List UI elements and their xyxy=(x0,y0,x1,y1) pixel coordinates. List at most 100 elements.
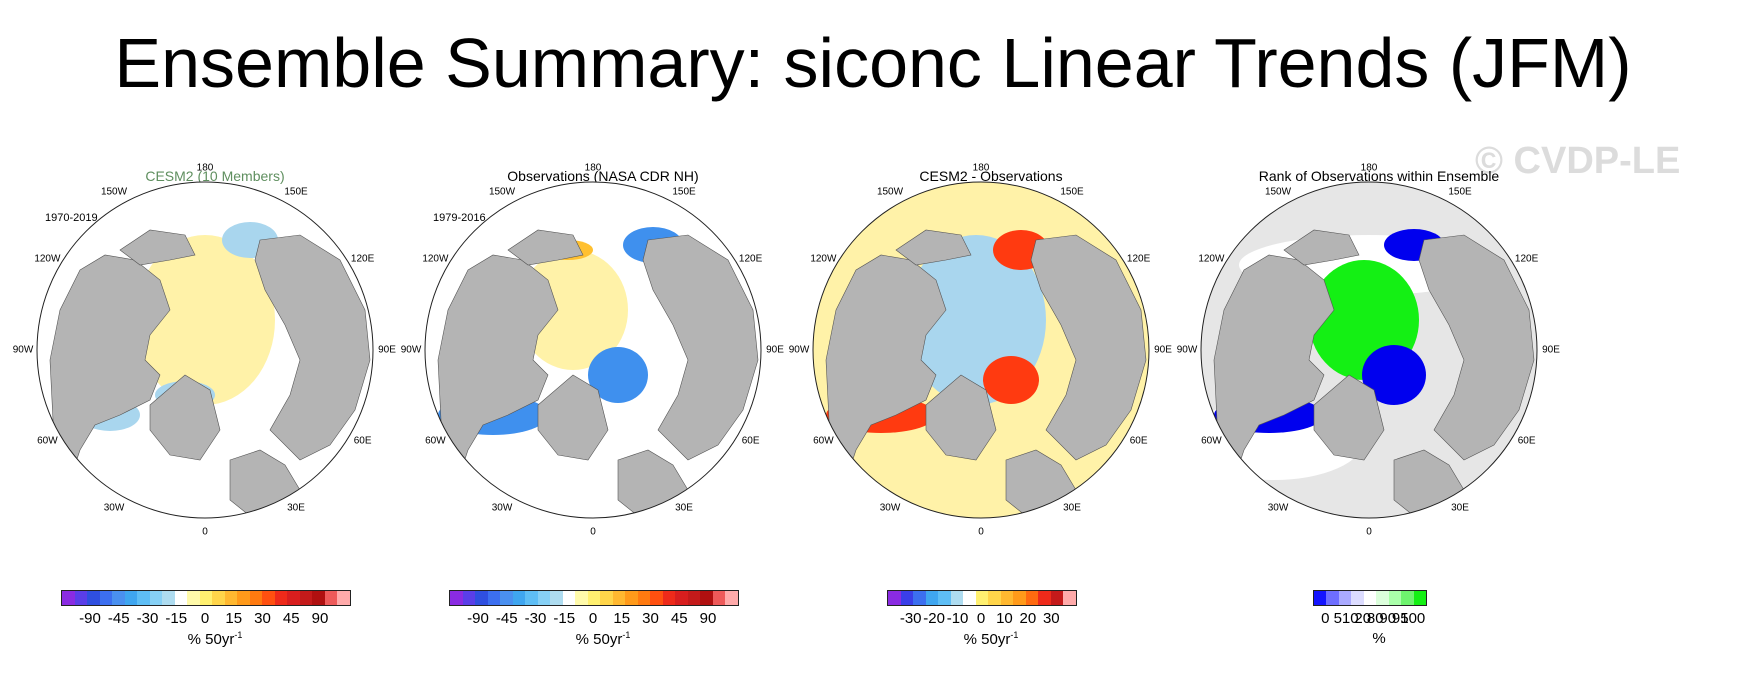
longitude-label: 120E xyxy=(1514,253,1539,265)
colorbar-label: 30 xyxy=(1042,610,1060,627)
colorbar-swatch xyxy=(950,591,964,605)
longitude-label: 30E xyxy=(1063,502,1081,514)
colorbar-swatch xyxy=(963,591,976,605)
longitude-label: 180 xyxy=(196,162,214,174)
colorbar-swatch xyxy=(1063,591,1076,605)
colorbar-swatch xyxy=(187,591,200,605)
colorbar-swatch xyxy=(1038,591,1051,605)
rank-low-area xyxy=(1362,345,1426,405)
colorbar-swatch xyxy=(587,591,601,605)
longitude-label: 150E xyxy=(672,186,696,198)
trend-negative-area xyxy=(588,347,648,403)
colorbar-label: -45 xyxy=(107,610,130,627)
colorbar-swatch xyxy=(550,591,563,605)
longitude-label: 60W xyxy=(1201,435,1222,447)
period-label: 1979-2016 xyxy=(433,212,486,224)
longitude-label: 60E xyxy=(741,435,760,447)
longitude-label: 120W xyxy=(810,253,837,265)
colorbar-swatch xyxy=(500,591,513,605)
colorbar-swatch xyxy=(199,591,213,605)
land-mass xyxy=(537,374,609,461)
map-border xyxy=(1200,181,1538,519)
longitude-label: 180 xyxy=(972,162,990,174)
colorbar-swatch xyxy=(74,591,88,605)
colorbar-label: 0 xyxy=(976,610,986,627)
longitude-label: 180 xyxy=(1360,162,1378,174)
polar-map xyxy=(1200,181,1538,519)
land-mass xyxy=(507,229,584,266)
colorbar-swatch xyxy=(174,591,188,605)
colorbar-label: -45 xyxy=(495,610,518,627)
longitude-label: 60E xyxy=(353,435,372,447)
colorbar-swatch xyxy=(1363,591,1377,605)
longitude-label: 150E xyxy=(1060,186,1084,198)
colorbar-label: 20 xyxy=(1019,610,1037,627)
colorbar-swatch xyxy=(1025,591,1039,605)
colorbar-swatch xyxy=(149,591,163,605)
land-mass xyxy=(1030,234,1147,461)
colorbar-swatch xyxy=(662,591,676,605)
longitude-label: 0 xyxy=(202,526,208,538)
colorbar-swatch xyxy=(988,591,1001,605)
colorbar-swatch xyxy=(725,591,738,605)
colorbar-label: 0 xyxy=(1321,610,1330,627)
colorbar-label: 0 xyxy=(588,610,598,627)
colorbar-swatch xyxy=(212,591,225,605)
land-mass xyxy=(254,234,371,461)
colorbar-swatch xyxy=(625,591,638,605)
colorbar-label: 90 xyxy=(311,610,329,627)
colorbar-swatch xyxy=(562,591,576,605)
longitude-label: 90E xyxy=(1154,344,1172,356)
colorbar-swatch xyxy=(237,591,250,605)
longitude-label: 30E xyxy=(675,502,693,514)
longitude-label: 90E xyxy=(766,344,784,356)
longitude-label: 120W xyxy=(34,253,61,265)
colorbar-label: -30 xyxy=(899,610,922,627)
colorbar-swatch xyxy=(525,591,538,605)
colorbar-label: -15 xyxy=(553,610,576,627)
period-label: 1970-2019 xyxy=(45,212,98,224)
colorbar-swatch xyxy=(650,591,663,605)
colorbar-label: 10 xyxy=(996,610,1013,627)
colorbar-label: -90 xyxy=(467,610,489,627)
watermark: © CVDP-LE xyxy=(1475,140,1681,182)
longitude-label: 60E xyxy=(1517,435,1536,447)
longitude-label: 90W xyxy=(12,344,34,356)
colorbar-swatch xyxy=(62,591,75,605)
longitude-label: 60W xyxy=(37,435,58,447)
longitude-label: 0 xyxy=(590,526,596,538)
colorbar-swatch xyxy=(312,591,325,605)
longitude-label: 120W xyxy=(422,253,449,265)
polar-map xyxy=(36,181,374,519)
colorbar-swatch xyxy=(462,591,476,605)
colorbar-label: 10 xyxy=(1341,610,1359,627)
land-mass xyxy=(1283,229,1360,266)
colorbar-unit: % 50yr-1 xyxy=(575,630,631,648)
panel-cesm2-trend: CESM2 (10 Members) 1970-2019 180 150E 120E… xyxy=(0,160,430,660)
colorbar-swatch xyxy=(1013,591,1026,605)
colorbar-label: -30 xyxy=(136,610,159,627)
panel-title: CESM2 - Observations xyxy=(919,168,1063,184)
colorbar xyxy=(887,590,1077,606)
longitude-label: 90W xyxy=(400,344,422,356)
longitude-label: 150E xyxy=(284,186,308,198)
colorbar-swatch xyxy=(687,591,701,605)
polar-map xyxy=(424,181,762,519)
colorbar-swatch xyxy=(1376,591,1389,605)
colorbar-label: 15 xyxy=(613,610,631,627)
map-border xyxy=(36,181,374,519)
colorbar-swatch xyxy=(487,591,501,605)
colorbar-swatch xyxy=(1326,591,1339,605)
colorbar-swatch xyxy=(124,591,138,605)
page-title: Ensemble Summary: siconc Linear Trends (… xyxy=(114,24,1632,102)
colorbar-swatch xyxy=(112,591,125,605)
colorbar-label: 45 xyxy=(670,610,688,627)
longitude-label: 150W xyxy=(488,186,516,198)
colorbar-label: 95 xyxy=(1391,610,1409,627)
longitude-label: 90E xyxy=(1542,344,1560,356)
colorbar-swatch xyxy=(287,591,300,605)
colorbar-label: -15 xyxy=(165,610,188,627)
colorbar-swatch xyxy=(913,591,926,605)
colorbar-swatch xyxy=(637,591,651,605)
colorbar-swatch xyxy=(888,591,901,605)
